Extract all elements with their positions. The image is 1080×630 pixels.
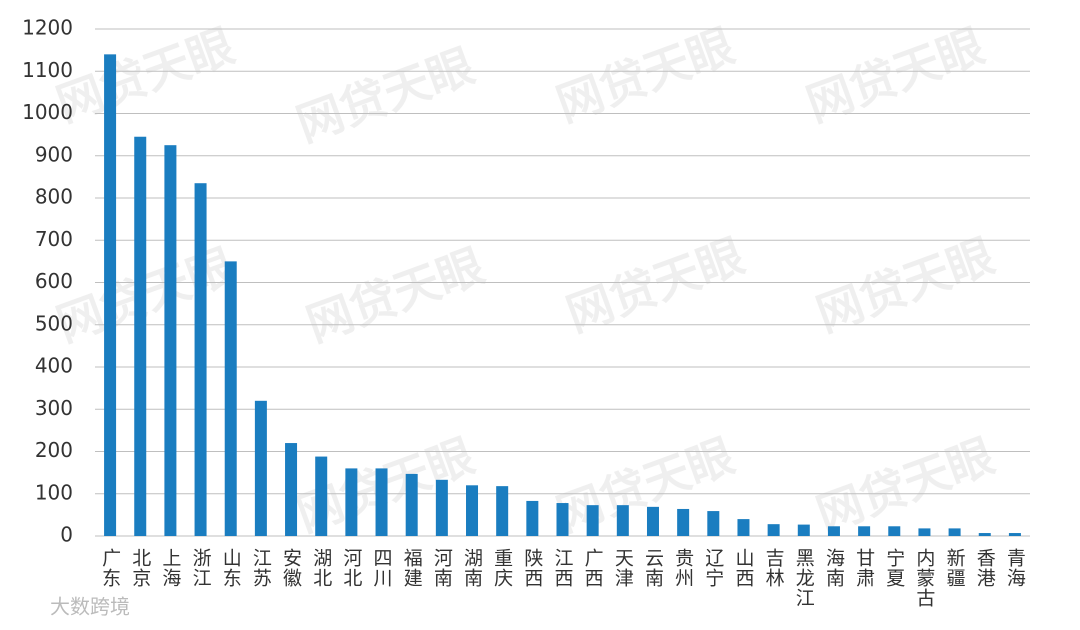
x-tick-label: 广西 [582,548,604,588]
bar [827,526,840,536]
x-tick-label: 上海 [159,548,181,588]
x-tick-label: 香港 [974,548,996,588]
watermark: 网贷天眼 [50,18,241,132]
watermark: 网贷天眼 [300,238,491,352]
bar [435,479,448,536]
x-tick-label: 辽宁 [702,548,724,588]
bar [918,528,931,536]
bar [194,183,207,536]
bar [948,528,961,536]
bar [616,505,629,536]
x-tick-label: 浙江 [190,548,212,588]
footer-logo: 大数跨境 [50,595,130,619]
x-tick-label: 湖南 [461,548,483,588]
x-tick-label: 贵州 [672,548,694,588]
watermark: 网贷天眼 [290,38,481,152]
y-tick-label: 1100 [22,58,73,82]
y-tick-label: 700 [35,227,73,251]
bar [164,145,177,536]
bar [586,505,599,536]
bar [767,524,780,536]
x-tick-label: 新疆 [944,548,966,588]
bar [707,511,720,536]
bar [526,500,539,536]
y-tick-label: 100 [35,480,73,504]
bar [466,485,479,536]
y-tick-label: 600 [35,269,73,293]
x-tick-label: 甘肃 [853,548,875,588]
x-tick-label: 黑龙江 [793,548,815,608]
x-tick-label: 北京 [129,548,151,588]
x-tick-label: 河北 [340,548,362,588]
watermark: 网贷天眼 [550,18,741,132]
x-tick-label: 重庆 [491,548,513,588]
y-tick-label: 900 [35,142,73,166]
x-tick-label: 江苏 [250,548,272,588]
x-tick-label: 陕西 [521,548,543,588]
x-tick-label: 青海 [1004,548,1026,588]
bar [315,456,328,536]
bar [858,526,871,536]
bar [496,486,509,536]
bar [224,261,237,536]
y-tick-label: 400 [35,354,73,378]
x-tick-label: 山东 [220,548,242,588]
watermark: 网贷天眼 [800,18,991,132]
x-tick-label: 江西 [552,548,574,588]
y-tick-label: 1000 [22,100,73,124]
x-tick-label: 宁夏 [883,548,905,588]
bar [285,443,298,536]
bar [1008,533,1021,536]
bar [405,473,418,536]
bar [888,526,901,536]
watermark: 网贷天眼 [810,428,1001,542]
bar [797,524,810,536]
x-tick-label: 湖北 [310,548,332,588]
bar [677,508,690,536]
x-tick-label: 内蒙古 [913,548,935,608]
bar [375,468,388,536]
bar [254,400,267,536]
x-tick-label: 广东 [99,548,121,588]
y-tick-label: 200 [35,438,73,462]
x-tick-label: 天津 [612,548,634,588]
x-tick-label: 海南 [823,548,845,588]
bar [345,468,358,536]
bar [134,136,147,537]
y-tick-label: 300 [35,396,73,420]
x-tick-label: 安徽 [280,548,302,588]
bar [978,533,991,536]
x-tick-label: 四川 [371,548,393,588]
x-tick-label: 河南 [431,548,453,588]
bar [737,519,750,536]
x-tick-label: 吉林 [763,548,785,588]
bar [556,503,569,536]
x-tick-label: 云南 [642,548,664,588]
x-tick-label: 福建 [401,548,423,588]
y-tick-label: 800 [35,185,73,209]
y-tick-label: 0 [60,523,73,547]
y-tick-label: 500 [35,311,73,335]
x-tick-label: 山西 [732,548,754,588]
bar [646,506,659,536]
bar [104,54,117,536]
y-tick-label: 1200 [22,16,73,40]
